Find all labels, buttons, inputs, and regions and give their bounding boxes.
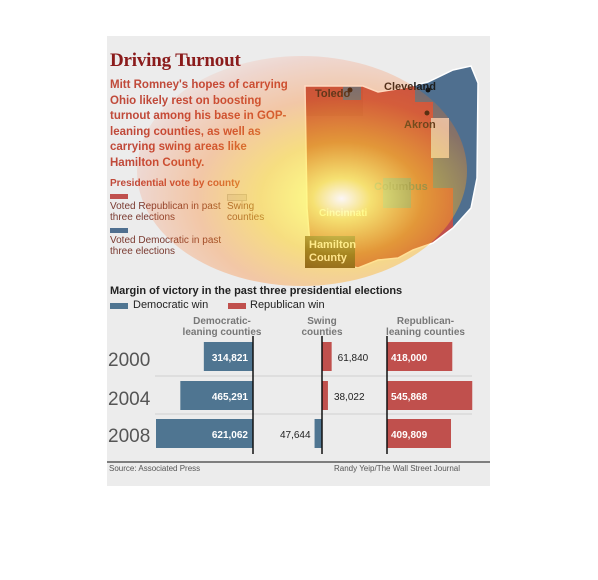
- year-label: 2000: [108, 350, 151, 371]
- year-label: 2008: [108, 426, 151, 447]
- bar-value-label: 314,821: [212, 353, 249, 364]
- margin-bar: [387, 381, 473, 410]
- bar-value-label: 418,000: [391, 353, 428, 364]
- legend-label-democratic-win: Democratic win: [133, 299, 209, 311]
- bar-value-label: 621,062: [212, 430, 249, 441]
- margin-bar: [322, 342, 332, 371]
- margin-bar-chart: 314,821 465,291 621,062 61,840 38,022 47,644 4…: [107, 336, 490, 463]
- margin-bar: [322, 381, 328, 410]
- bar-value-label: 465,291: [212, 392, 249, 403]
- group-head-democratic: Democratic-leaning counties: [182, 316, 262, 338]
- source-note: Source: Associated Press: [109, 464, 201, 473]
- margin-bar: [203, 342, 253, 371]
- group-head-swing: Swing counties: [301, 316, 343, 338]
- legend-swatch-republican-win: [228, 303, 246, 309]
- year-label: 2004: [108, 389, 151, 410]
- margin-bar: [314, 419, 322, 448]
- legend-label-republican-win: Republican win: [250, 299, 325, 311]
- margin-bar: [156, 419, 253, 448]
- legend-swatch-republican: [110, 194, 128, 199]
- margin-bar: [387, 419, 452, 448]
- chart-title: Margin of victory in the past three pres…: [110, 285, 403, 297]
- group-head-republican: Republican-leaning counties: [386, 316, 465, 338]
- legend-swatch-democratic-win: [110, 303, 128, 309]
- infographic: Driving Turnout Mitt Romney's hopes of c…: [107, 36, 490, 486]
- credit-note: Randy Yeip/The Wall Street Journal: [334, 464, 460, 473]
- margin-bar: [387, 342, 453, 371]
- bar-value-label: 409,809: [391, 430, 428, 441]
- bar-value-label: 47,644: [280, 430, 311, 441]
- legend-swatch-democratic: [110, 228, 128, 233]
- bar-value-label: 38,022: [334, 392, 365, 403]
- margin-bar: [180, 381, 253, 410]
- bar-value-label: 545,868: [391, 392, 428, 403]
- bar-value-label: 61,840: [338, 353, 369, 364]
